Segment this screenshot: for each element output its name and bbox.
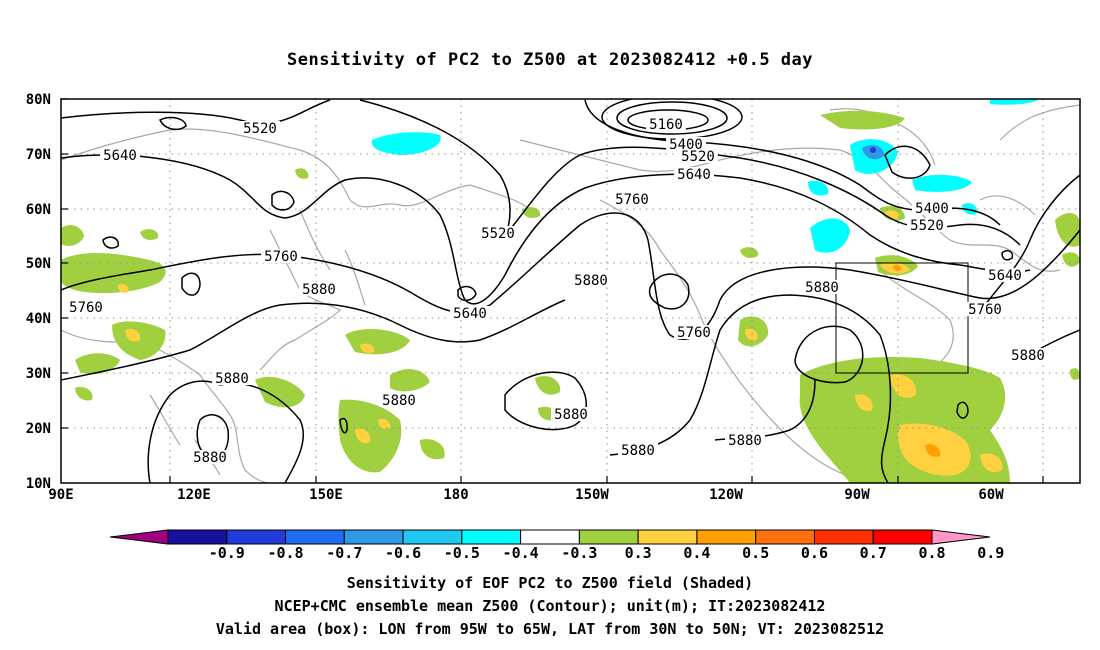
- colorbar-swatch: [285, 529, 345, 545]
- lat-label-60n: 60N: [26, 202, 51, 218]
- lat-label-40n: 40N: [26, 311, 51, 327]
- colorbar-swatch: [872, 529, 933, 545]
- contour-label-5160: 5160: [649, 117, 683, 133]
- contour-label-5880: 5880: [302, 282, 336, 298]
- contour-label-5640c: 5640: [453, 306, 487, 322]
- colorbar-level-label: -0.5: [444, 544, 480, 562]
- latitude-labels: 80N 70N 60N 50N 40N 30N 20N 10N: [26, 92, 51, 492]
- colorbar-swatch: [813, 529, 874, 545]
- colorbar-swatch: [343, 529, 404, 545]
- contour-label-5880i: 5880: [728, 433, 762, 449]
- contour-label-5880b: 5880: [574, 273, 608, 289]
- contour-label-5880j: 5880: [193, 450, 227, 466]
- colorbar-swatch: [167, 529, 228, 545]
- colorbar-level-label: -0.8: [267, 544, 303, 562]
- contour-label-5640d: 5640: [988, 268, 1022, 284]
- colorbar-level-label: 0.4: [683, 544, 710, 562]
- lon-label-60w: 60W: [978, 487, 1004, 503]
- contour-label-5880d: 5880: [1011, 348, 1045, 364]
- contour-label-5520b: 5520: [681, 149, 715, 165]
- contour-label-5880h: 5880: [621, 443, 655, 459]
- colorbar-swatch: [461, 529, 522, 545]
- colorbar-level-label: 0.9: [977, 544, 1004, 562]
- tick-marks: [61, 98, 1044, 483]
- colorbar-level-label: 0.7: [860, 544, 887, 562]
- caption-line-3: Valid area (box): LON from 95W to 65W, L…: [215, 620, 885, 638]
- contour-label-5760: 5760: [615, 192, 649, 208]
- lon-label-120w: 120W: [709, 487, 743, 503]
- colorbar-level-label: 0.6: [801, 544, 828, 562]
- colorbar-swatch: [637, 529, 698, 545]
- colorbar-min-arrow: [109, 529, 169, 545]
- lat-label-50n: 50N: [26, 256, 51, 272]
- caption-line-2: NCEP+CMC ensemble mean Z500 (Contour); u…: [274, 597, 826, 615]
- colorbar-swatch: [755, 529, 815, 545]
- lon-label-90e: 90E: [48, 487, 73, 503]
- caption-line-1: Sensitivity of EOF PC2 to Z500 field (Sh…: [346, 574, 754, 592]
- colorbar-level-label: 0.8: [918, 544, 945, 562]
- colorbar-swatch: [226, 529, 287, 545]
- contour-label-5760b: 5760: [264, 249, 298, 265]
- contour-label-5880g: 5880: [554, 407, 588, 423]
- contour-label-5520d: 5520: [910, 218, 944, 234]
- contour-label-5520: 5520: [243, 121, 277, 137]
- colorbar-swatch: [402, 529, 463, 545]
- contour-label-5880e: 5880: [215, 371, 249, 387]
- contour-label-5640b: 5640: [677, 167, 711, 183]
- contour-label-5640: 5640: [103, 148, 137, 164]
- contour-labels: 5160 5400 5400 5520 5520 5520 5520 5640 …: [66, 117, 1048, 466]
- contour-label-5880f: 5880: [382, 393, 416, 409]
- colorbar-level-label: 0.3: [625, 544, 652, 562]
- lat-label-80n: 80N: [26, 92, 51, 108]
- colorbar-level-label: 0.5: [742, 544, 769, 562]
- contour-label-5400b: 5400: [915, 201, 949, 217]
- contour-label-5520c: 5520: [481, 226, 515, 242]
- colorbar-level-label: -0.7: [326, 544, 362, 562]
- colorbar-labels: -0.9 -0.8 -0.7 -0.6 -0.5 -0.4 -0.3 0.3 0.4 0.5 0.6…: [209, 544, 1005, 562]
- colorbar: [109, 529, 991, 545]
- valid-area-box: [835, 262, 969, 374]
- contour-label-5760c: 5760: [69, 300, 103, 316]
- lat-label-20n: 20N: [26, 421, 51, 437]
- colorbar-level-label: -0.6: [385, 544, 421, 562]
- longitude-labels: 90E 120E 150E 180 150W 120W 90W 60W: [48, 487, 1004, 503]
- colorbar-level-label: -0.9: [209, 544, 245, 562]
- colorbar-max-arrow: [931, 529, 991, 545]
- colorbar-swatch: [696, 529, 757, 545]
- colorbar-level-label: -0.4: [503, 544, 539, 562]
- contour-label-5880c: 5880: [805, 280, 839, 296]
- lon-label-90w: 90W: [844, 487, 870, 503]
- contour-label-5760d: 5760: [677, 325, 711, 341]
- lon-label-150w: 150W: [575, 487, 609, 503]
- contour-label-5760e: 5760: [968, 302, 1002, 318]
- lon-label-120e: 120E: [177, 487, 211, 503]
- lat-label-70n: 70N: [26, 147, 51, 163]
- map-title: Sensitivity of PC2 to Z500 at 2023082412…: [286, 50, 813, 70]
- lat-label-30n: 30N: [26, 366, 51, 382]
- lon-label-150e: 150E: [309, 487, 343, 503]
- lon-label-180: 180: [443, 487, 468, 503]
- colorbar-swatch: [520, 529, 580, 545]
- colorbar-level-label: -0.3: [561, 544, 597, 562]
- colorbar-swatch: [578, 529, 639, 545]
- lat-label-10n: 10N: [26, 476, 51, 492]
